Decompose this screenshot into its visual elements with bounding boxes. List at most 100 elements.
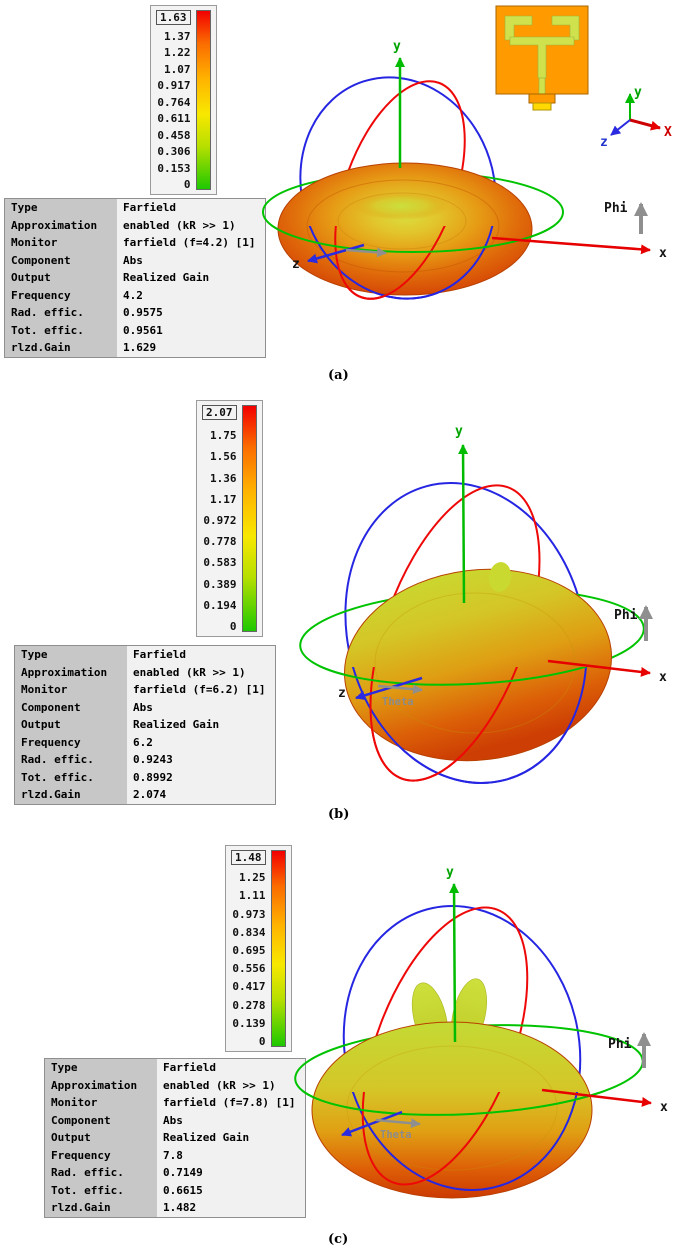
x-axis-label: x xyxy=(659,670,667,685)
phi-label: Phi xyxy=(604,201,628,216)
colorbar-labels: 2.07 1.75 1.56 1.36 1.17 0.972 0.778 0.5… xyxy=(202,405,237,632)
row-label: Tot. effic. xyxy=(4,321,117,339)
z-axis-arrow xyxy=(307,243,365,264)
row-label: Monitor xyxy=(44,1094,157,1112)
x-axis-arrow xyxy=(491,236,651,255)
antenna-radiator-pattern xyxy=(504,15,580,95)
antenna-port xyxy=(532,102,552,111)
colorbar-tick: 0.778 xyxy=(203,535,237,549)
table-row: Rad. effic. 0.7149 xyxy=(44,1164,306,1182)
colorbar-tick: 0.458 xyxy=(157,128,191,142)
colorbar-c: 1.48 1.25 1.11 0.973 0.834 0.695 0.556 0… xyxy=(225,845,292,1052)
row-value: 1.629 xyxy=(117,339,266,357)
row-value: Farfield xyxy=(157,1058,306,1077)
z-axis-label: z xyxy=(292,257,300,272)
theta-arrow xyxy=(375,1118,421,1129)
panel-b: 2.07 1.75 1.56 1.36 1.17 0.972 0.778 0.5… xyxy=(0,390,684,835)
colorbar-tick: 1.22 xyxy=(164,46,191,59)
table-row: Type Farfield xyxy=(14,645,276,664)
row-value: 0.8992 xyxy=(127,768,276,786)
row-label: Frequency xyxy=(14,733,127,751)
ring-front-arcs xyxy=(294,1092,644,1191)
row-value: Abs xyxy=(117,251,266,269)
ring-front-arcs xyxy=(270,226,556,300)
table-row: Component Abs xyxy=(14,698,276,716)
table-row: Monitor farfield (f=4.2) [1] xyxy=(4,234,266,252)
table-row: Rad. effic. 0.9575 xyxy=(4,304,266,322)
farfield-3d-plot-a: y x z Phi y X z xyxy=(262,5,672,300)
table-row: Output Realized Gain xyxy=(44,1129,306,1147)
coordinate-triad-inset: y X z xyxy=(600,85,672,150)
table-row: Frequency 6.2 xyxy=(14,733,276,751)
colorbar-min-value: 0 xyxy=(258,1034,266,1048)
farfield-3d-plot-b: y x z Phi Theta xyxy=(299,424,667,784)
row-label: Tot. effic. xyxy=(44,1181,157,1199)
row-value: farfield (f=4.2) [1] xyxy=(117,234,266,252)
y-axis-arrow xyxy=(449,883,460,1043)
table-row: Approximation enabled (kR >> 1) xyxy=(14,663,276,681)
row-label: rlzd.Gain xyxy=(4,339,117,357)
table-row: Component Abs xyxy=(44,1111,306,1129)
table-row: Tot. effic. 0.6615 xyxy=(44,1181,306,1199)
colorbar-gradient xyxy=(270,850,286,1047)
row-label: Monitor xyxy=(4,234,117,252)
colorbar-tick: 0.556 xyxy=(232,962,266,976)
radiation-pattern-blob xyxy=(343,568,613,762)
row-label: Tot. effic. xyxy=(14,768,127,786)
row-label: Approximation xyxy=(4,216,117,234)
z-axis-label: z xyxy=(338,686,346,701)
y-axis-label: y xyxy=(393,39,401,54)
colorbar-tick: 1.56 xyxy=(210,450,237,464)
row-label: Approximation xyxy=(14,663,127,681)
table-row: Frequency 4.2 xyxy=(4,286,266,304)
row-value: farfield (f=7.8) [1] xyxy=(157,1094,306,1112)
farfield-info-table-b: Type Farfield Approximation enabled (kR >>… xyxy=(14,645,276,805)
row-value: enabled (kR >> 1) xyxy=(157,1076,306,1094)
colorbar-tick: 0.834 xyxy=(232,925,266,939)
colorbar-tick: 1.25 xyxy=(239,871,266,885)
phi-label: Phi xyxy=(608,1037,632,1052)
farfield-info-table-a: Type Farfield Approximation enabled (kR >>… xyxy=(4,198,266,358)
triad-z-arrow xyxy=(610,119,631,136)
antenna-structure-inset xyxy=(495,5,589,111)
row-value: 7.8 xyxy=(157,1146,306,1164)
colorbar-max-value: 1.63 xyxy=(156,10,191,25)
colorbar-max-value: 2.07 xyxy=(202,405,237,420)
row-value: 0.6615 xyxy=(157,1181,306,1199)
colorbar-tick: 1.75 xyxy=(210,429,237,443)
y-axis-label: y xyxy=(455,424,463,439)
table-row: Monitor farfield (f=7.8) [1] xyxy=(44,1094,306,1112)
colorbar-gradient xyxy=(241,405,257,632)
panel-c: 1.48 1.25 1.11 0.973 0.834 0.695 0.556 0… xyxy=(0,835,684,1249)
theta-arrow xyxy=(345,247,387,258)
table-row: Type Farfield xyxy=(4,198,266,217)
table-row: rlzd.Gain 1.482 xyxy=(44,1199,306,1217)
row-label: Rad. effic. xyxy=(44,1164,157,1182)
row-label: Frequency xyxy=(4,286,117,304)
colorbar-tick: 0.139 xyxy=(232,1016,266,1030)
colorbar-labels: 1.63 1.37 1.22 1.07 0.917 0.764 0.611 0.… xyxy=(156,10,191,190)
table-row: Output Realized Gain xyxy=(4,269,266,287)
table-row: Rad. effic. 0.9243 xyxy=(14,751,276,769)
row-value: enabled (kR >> 1) xyxy=(127,663,276,681)
table-row: Frequency 7.8 xyxy=(44,1146,306,1164)
colorbar-tick: 0.417 xyxy=(232,980,266,994)
table-row: Type Farfield xyxy=(44,1058,306,1077)
pattern-dimple xyxy=(353,192,449,220)
colorbar-tick: 0.583 xyxy=(203,556,237,570)
panel-caption: (b) xyxy=(328,807,350,822)
table-row: rlzd.Gain 2.074 xyxy=(14,786,276,804)
row-value: Realized Gain xyxy=(157,1129,306,1147)
y-axis-label: y xyxy=(446,865,454,880)
row-value: farfield (f=6.2) [1] xyxy=(127,681,276,699)
row-label: Monitor xyxy=(14,681,127,699)
panel-caption: (c) xyxy=(328,1232,349,1247)
triad-x-arrow xyxy=(629,118,661,131)
colorbar-min-value: 0 xyxy=(183,178,191,191)
row-value: 4.2 xyxy=(117,286,266,304)
table-row: Approximation enabled (kR >> 1) xyxy=(4,216,266,234)
row-label: rlzd.Gain xyxy=(44,1199,157,1217)
inset-y-axis-label: y xyxy=(634,85,642,100)
colorbar-tick: 0.153 xyxy=(157,161,191,175)
